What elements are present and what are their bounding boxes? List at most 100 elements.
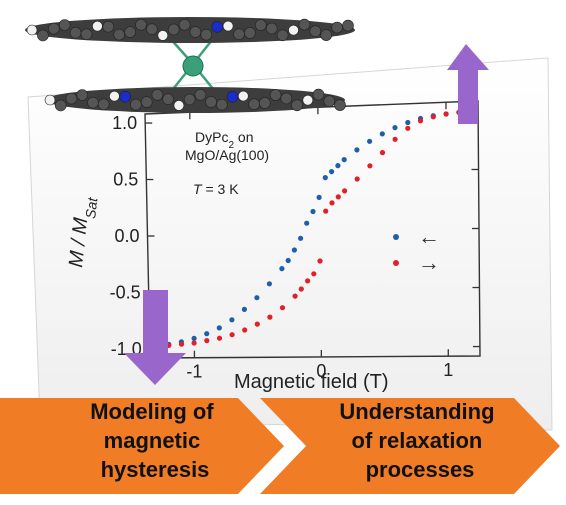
hydrogen-atom [222,20,234,32]
magnetization-up-arrow [447,44,489,124]
data-point-down-sweep [279,266,285,272]
carbon-atom [102,20,115,33]
lower-phthalocyanine [44,88,346,112]
carbon-atom [194,89,207,101]
carbon-atom [87,96,99,109]
data-point-up-sweep [342,188,348,194]
magnetization-down-arrow [124,290,186,385]
data-point-down-sweep [335,163,341,169]
banner-right-chevron [260,398,560,494]
carbon-atom [146,23,158,36]
data-point-up-sweep [392,136,398,142]
carbon-atom [320,29,333,41]
data-point-down-sweep [285,257,291,264]
legend-marker-down-sweep [393,234,399,240]
dypc2-molecule [25,17,355,113]
carbon-atom [312,88,325,101]
data-point-down-sweep [405,119,411,126]
data-point-down-sweep [291,247,297,253]
data-point-down-sweep [341,157,347,163]
plot-frame [144,100,481,359]
banner-left-text: Modeling of magnetic hysteresis [90,399,220,482]
carbon-atom [76,89,88,101]
carbon-atom [80,28,93,41]
carbon-atom [113,28,125,41]
carbon-atom [309,25,322,38]
carbon-atom [258,97,271,109]
carbon-atom [342,19,354,32]
carbon-atom [331,21,343,34]
data-point-up-sweep [229,332,235,338]
carbon-atom [298,18,311,31]
data-point-up-sweep [443,111,449,117]
data-point-up-sweep [216,335,223,341]
carbon-atom [124,26,136,38]
carbon-atom [334,99,346,111]
y-tick-label: 0.5 [113,170,138,190]
data-point-down-sweep [298,235,304,241]
hydrogen-atom [92,20,103,32]
carbon-atom [244,27,256,39]
carbon-atom [280,92,293,105]
dysprosium-atom [182,55,204,77]
carbon-atom [269,89,282,101]
legend-marker-up-sweep [393,260,399,266]
data-point-up-sweep [367,163,373,169]
temperature-label: T = 3 K [193,181,239,197]
data-point-up-sweep [417,118,424,124]
y-axis-label: M / MSat [65,194,100,269]
data-point-up-sweep [354,176,360,182]
hydrogen-atom [238,90,249,102]
nitrogen-atom [119,90,131,103]
data-point-up-sweep [379,150,386,156]
data-point-down-sweep [266,281,272,287]
hydrogen-atom [173,100,185,111]
hydrogen-atom [109,90,120,102]
carbon-atom [54,99,67,112]
data-point-up-sweep [335,194,341,200]
banner-left-chevron [0,398,284,494]
data-point-down-sweep [216,325,222,331]
data-point-up-sweep [254,321,260,327]
carbon-atom [265,22,278,35]
data-point-up-sweep [292,293,298,299]
carbon-atom [167,23,180,36]
data-point-up-sweep [305,278,311,284]
data-point-up-sweep [405,125,411,131]
hydrogen-atom [26,24,38,36]
legend-label-down-sweep: ← [418,224,440,249]
data-point-up-sweep [204,338,210,344]
carbon-atom [37,29,49,42]
carbon-atom [178,18,191,31]
hydrogen-atom [44,94,56,106]
nitrogen-atom [211,20,223,33]
carbon-atom [248,98,260,110]
carbon-atom [291,99,303,112]
x-axis-label: Magnetic field (T) [234,371,389,393]
legend-label-up-sweep: → [418,250,440,275]
y-tick-label: 0.0 [114,226,139,246]
data-point-up-sweep [298,286,304,292]
data-point-up-sweep [311,271,317,277]
data-point-down-sweep [392,125,398,131]
data-point-down-sweep [322,175,328,181]
y-tick-label: -0.5 [110,282,141,302]
data-point-down-sweep [191,335,197,341]
data-point-down-sweep [241,306,247,312]
x-tick-label: 1 [443,360,453,380]
carbon-atom [135,18,147,31]
carbon-atom [323,95,336,107]
data-point-up-sweep [323,208,329,214]
x-tick-labels: -1 0 1 [186,360,453,382]
carbon-atom [233,28,245,41]
nitrogen-atom [226,91,239,103]
carbon-atom [97,98,110,111]
hydrogen-atom [157,30,169,41]
hydrogen-atom [302,94,314,106]
data-point-up-sweep [329,200,335,206]
banner-right-text: Understanding of relaxation processes [339,399,500,482]
data-point-down-sweep [379,131,385,137]
data-point-up-sweep [279,305,286,311]
